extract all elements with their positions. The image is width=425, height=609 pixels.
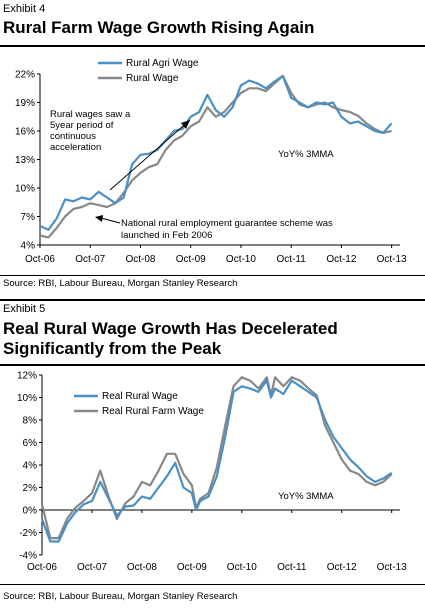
series-line-real-rural-farm-wage [40, 376, 393, 540]
exhibit-5-top-rule [0, 364, 425, 366]
exhibit-5-separator-rule [0, 299, 425, 301]
y-tick-label: 8% [23, 416, 38, 427]
legend-label-real-rural-farm-wage: Real Rural Farm Wage [102, 406, 204, 417]
series-line-real-rural-wage [40, 379, 393, 543]
y-tick-label: -2% [19, 528, 37, 539]
x-tick-label: Oct-06 [27, 562, 57, 573]
annotation-nrega: National rural employment guarantee sche… [121, 218, 335, 241]
y-tick-label: 19% [15, 98, 35, 109]
y-tick-label: 7% [21, 212, 36, 223]
x-tick-label: Oct-08 [127, 562, 157, 573]
exhibit-4-source: Source: RBI, Labour Bureau, Morgan Stanl… [3, 278, 238, 289]
x-tick-label: Oct-10 [227, 562, 257, 573]
legend-label-rural-wage: Rural Wage [126, 73, 179, 84]
y-tick-label: 6% [23, 438, 38, 449]
x-tick-label: Oct-07 [75, 254, 105, 265]
y-tick-label: 13% [15, 155, 35, 166]
x-tick-label: Oct-13 [377, 562, 407, 573]
x-tick-label: Oct-09 [177, 562, 207, 573]
annotation-arrow-acceleration [109, 119, 191, 191]
y-tick-label: 16% [15, 127, 35, 138]
y-tick-label: 12% [17, 371, 37, 382]
exhibit-4-source-rule [0, 275, 425, 276]
y-tick-label: -4% [19, 551, 37, 562]
y-tick-label: 10% [17, 393, 37, 404]
chart-real-rural-wage-growth: -4% -2% 0% 2% 4% 6% 8% 10% 12% Oct-06 Oct-07 Oct-08… [17, 371, 407, 574]
x-tick-label: Oct-06 [25, 254, 55, 265]
y-tick-label: 4% [21, 241, 36, 252]
y-tick-label: 0% [23, 506, 38, 517]
chart-rural-farm-wage-growth: 4% 7% 10% 13% 16% 19% 22% Oct-06 Oct-07 Oct-08 Oct… [15, 58, 407, 265]
legend-label-real-rural-wage: Real Rural Wage [102, 391, 178, 402]
x-tick-label: Oct-10 [226, 254, 256, 265]
annotation-yoy-3mma: YoY% 3MMA [278, 491, 334, 502]
annotation-arrowhead-nrega [95, 215, 103, 222]
legend-label-rural-agri-wage: Rural Agri Wage [126, 58, 199, 69]
x-tick-label: Oct-13 [377, 254, 407, 265]
x-tick-label: Oct-09 [176, 254, 206, 265]
exhibit-5-source-rule [0, 584, 425, 585]
y-tick-label: 2% [23, 483, 38, 494]
x-tick-label: Oct-12 [327, 562, 357, 573]
exhibit-5-label: Exhibit 5 [3, 303, 46, 315]
exhibit-4-label: Exhibit 4 [3, 3, 46, 15]
annotation-yoy-3mma: YoY% 3MMA [278, 149, 334, 160]
exhibit-5-source: Source: RBI, Labour Bureau, Morgan Stanl… [3, 591, 238, 602]
x-tick-label: Oct-07 [77, 562, 107, 573]
y-tick-label: 22% [15, 70, 35, 81]
y-tick-label: 4% [23, 461, 38, 472]
annotation-acceleration: Rural wages saw a 5year period of contin… [50, 109, 133, 153]
x-tick-label: Oct-08 [125, 254, 155, 265]
x-tick-label: Oct-11 [277, 562, 307, 573]
x-tick-label: Oct-11 [277, 254, 307, 265]
annotation-arrowhead-acceleration [181, 120, 190, 129]
exhibit-4-top-rule [0, 45, 425, 47]
y-tick-label: 10% [15, 184, 35, 195]
x-tick-label: Oct-12 [326, 254, 356, 265]
series-line-rural-agri-wage [39, 74, 393, 231]
series-line-rural-wage [39, 74, 392, 239]
exhibit-4-title: Rural Farm Wage Growth Rising Again [3, 18, 315, 37]
exhibit-5-title: Real Rural Wage Growth Has Decelerated S… [3, 319, 338, 358]
